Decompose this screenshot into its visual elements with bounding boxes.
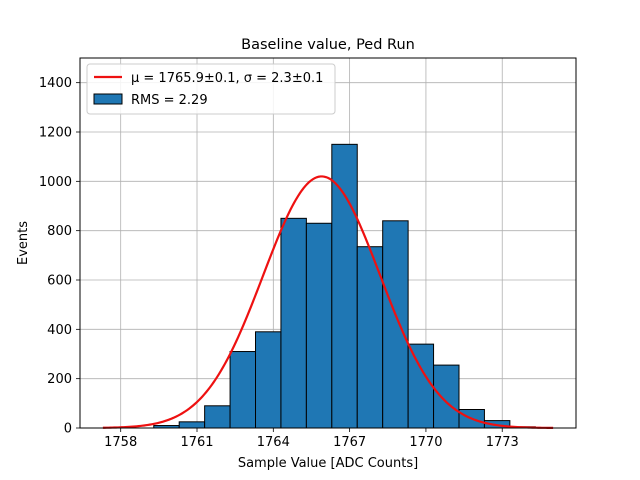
y-axis-ticks: 0 200 400 600 800 1000 1200 1400 (39, 76, 80, 437)
y-tick-label: 800 (47, 224, 72, 239)
histogram-bar (178, 421, 206, 429)
x-tick-label: 1773 (486, 435, 519, 450)
y-tick-label: 600 (47, 274, 72, 289)
histogram-bar (356, 246, 384, 429)
y-tick-label: 1200 (39, 126, 72, 141)
x-tick-label: 1767 (333, 435, 366, 450)
y-tick-label: 1000 (39, 175, 72, 190)
plot-frame (79, 57, 577, 429)
legend-histogram-swatch (93, 93, 123, 105)
histogram-bar (331, 143, 358, 429)
y-axis-label: Events (16, 221, 31, 265)
legend-box (86, 63, 336, 115)
y-tick-label: 1400 (39, 76, 72, 91)
histogram-bar (407, 343, 435, 429)
histogram-bar (280, 217, 307, 429)
x-tick-label: 1761 (180, 435, 213, 450)
chart-title: Baseline value, Ped Run (241, 37, 415, 53)
x-axis-label: Sample Value [ADC Counts] (238, 456, 418, 471)
x-tick-label: 1758 (104, 435, 137, 450)
x-axis-ticks: 1758 1761 1764 1767 1770 1773 (104, 428, 519, 450)
histogram-bar (382, 220, 409, 429)
y-tick-label: 0 (64, 422, 72, 437)
legend-fit-label: μ = 1765.9±0.1, σ = 2.3±0.1 (131, 71, 323, 86)
histogram-bar (255, 331, 282, 429)
histogram-bar (305, 222, 333, 429)
histogram-bar (229, 351, 257, 429)
x-tick-label: 1770 (409, 435, 442, 450)
gaussian-fit-curve (102, 175, 554, 429)
x-tick-label: 1764 (257, 435, 290, 450)
histogram-bar (204, 405, 231, 429)
y-tick-label: 200 (47, 372, 72, 387)
histogram-bar (433, 364, 460, 429)
y-tick-label: 400 (47, 323, 72, 338)
histogram-bars (153, 143, 536, 429)
legend: μ = 1765.9±0.1, σ = 2.3±0.1 RMS = 2.29 (86, 63, 336, 115)
legend-histogram-label: RMS = 2.29 (131, 93, 208, 108)
